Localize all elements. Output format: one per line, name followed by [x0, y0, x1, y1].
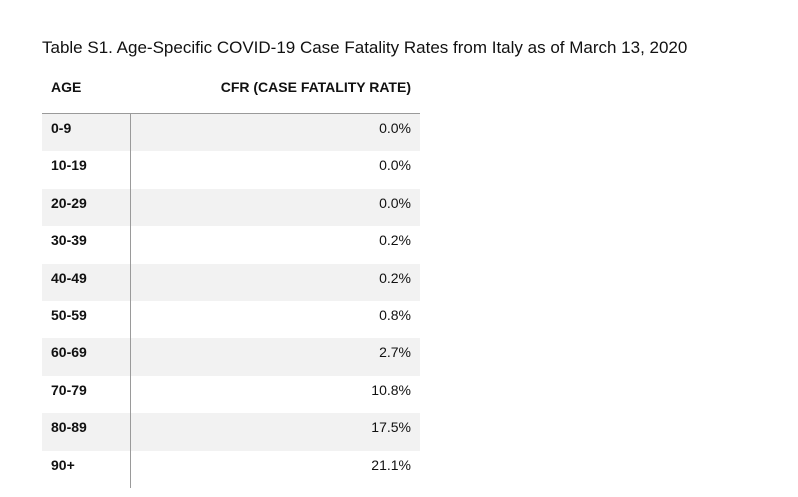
cfr-cell: 10.8%	[371, 381, 411, 398]
column-header: CFR (CASE FATALITY RATE)	[220, 79, 411, 95]
cfr-cell: 0.0%	[379, 157, 411, 174]
age-cell: 20-29	[51, 194, 87, 211]
age-cell: 80-89	[51, 419, 87, 436]
cfr-cell: 0.2%	[379, 269, 411, 286]
age-cell: 40-49	[51, 269, 87, 286]
table-row: 80-89 17.5%	[42, 413, 420, 451]
age-cell: 90+	[51, 456, 75, 473]
age-cell: 30-39	[51, 232, 87, 249]
cfr-cell: 0.0%	[379, 120, 411, 136]
age-cell: 60-69	[51, 344, 87, 361]
age-cell: 50-59	[51, 307, 87, 323]
cfr-cell: 2.7%	[379, 344, 411, 361]
table-row: 30-39 0.2%	[42, 226, 420, 263]
age-cell: 0-9	[51, 120, 72, 136]
table-row: 0-9 0.0%	[42, 114, 420, 152]
table-row: 20-29 0.0%	[42, 188, 420, 227]
table-row: 50-59 0.8%	[42, 301, 420, 338]
header-rule	[42, 113, 420, 114]
table-title: Table S1. Age-Specific COVID-19 Case Fat…	[42, 38, 688, 57]
cfr-cell: 21.1%	[371, 456, 411, 473]
column-header: AGE	[51, 79, 82, 95]
age-cell: 70-79	[51, 381, 87, 398]
column-divider	[130, 114, 131, 488]
table-row: 70-79 10.8%	[42, 376, 420, 413]
table-row: 40-49 0.2%	[42, 263, 420, 301]
cfr-cell: 0.2%	[379, 232, 411, 249]
table-row: 90+ 21.1%	[42, 451, 420, 488]
cfr-cell: 17.5%	[371, 419, 411, 436]
cfr-cell: 0.8%	[379, 307, 411, 323]
table-row: 60-69 2.7%	[42, 338, 420, 376]
table-row: 10-19 0.0%	[42, 151, 420, 188]
age-cell: 10-19	[51, 157, 87, 174]
cfr-cell: 0.0%	[379, 194, 411, 211]
